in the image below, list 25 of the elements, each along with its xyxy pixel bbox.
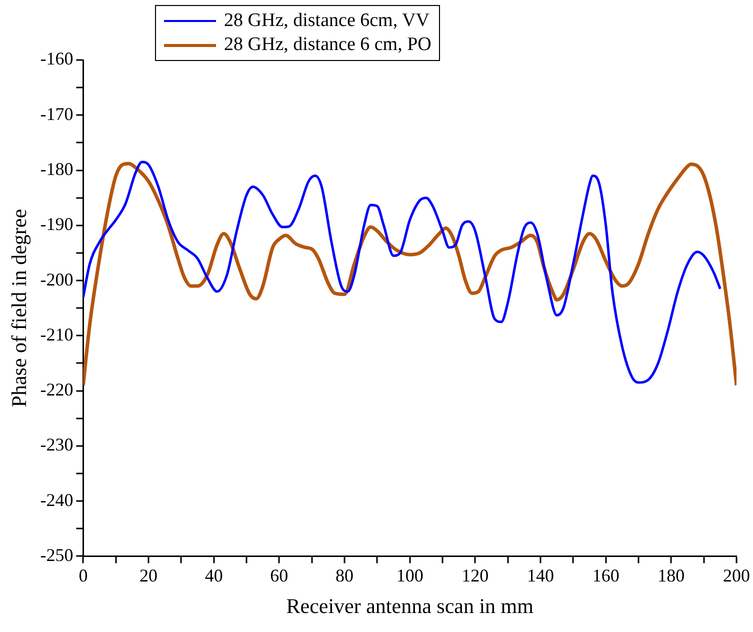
y-tick-label: -210 xyxy=(40,324,74,344)
legend-label: 28 GHz, distance 6 cm, PO xyxy=(224,33,432,57)
x-tick-label: 120 xyxy=(462,566,489,586)
x-tick-label: 200 xyxy=(723,566,750,586)
x-tick-label: 100 xyxy=(396,566,424,586)
y-tick-label: -240 xyxy=(40,490,74,510)
legend-label: 28 GHz, distance 6cm, VV xyxy=(224,9,430,33)
y-tick-label: -230 xyxy=(40,434,74,455)
x-tick-label: 140 xyxy=(527,566,554,586)
x-axis-title: Receiver antenna scan in mm xyxy=(286,594,534,618)
y-tick-label: -180 xyxy=(40,159,74,179)
y-tick-label: -170 xyxy=(40,104,74,124)
y-tick-label: -160 xyxy=(40,48,74,69)
y-tick-label: -220 xyxy=(40,380,74,400)
y-tick-label: -190 xyxy=(40,214,74,234)
x-tick-label: 80 xyxy=(336,566,354,586)
x-tick-label: 60 xyxy=(270,566,288,586)
y-axis-title: Phase of field in degree xyxy=(7,208,32,408)
x-tick-label: 160 xyxy=(592,566,620,586)
x-tick-label: 20 xyxy=(140,566,158,586)
y-tick-label: -250 xyxy=(40,544,74,565)
x-tick-label: 180 xyxy=(658,566,685,586)
y-tick-label: -200 xyxy=(40,269,74,290)
x-tick-label: 0 xyxy=(78,566,88,586)
x-tick-label: 40 xyxy=(204,566,223,586)
